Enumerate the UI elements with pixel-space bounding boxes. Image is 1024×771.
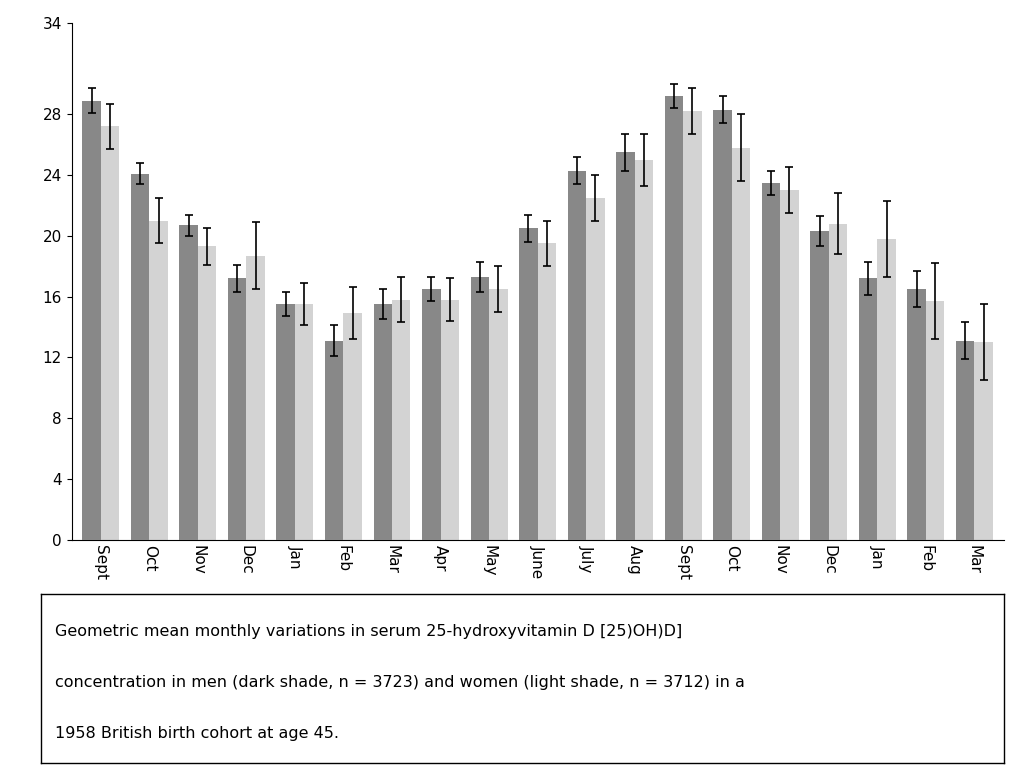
Bar: [471, 277, 489, 540]
Bar: [150, 221, 168, 540]
Bar: [343, 313, 361, 540]
Bar: [567, 170, 586, 540]
Bar: [762, 183, 780, 540]
Bar: [538, 244, 556, 540]
Bar: [926, 301, 944, 540]
Bar: [440, 300, 459, 540]
Bar: [714, 109, 732, 540]
Bar: [828, 224, 847, 540]
Bar: [295, 305, 313, 540]
Bar: [810, 231, 828, 540]
Bar: [100, 126, 119, 540]
Bar: [519, 228, 538, 540]
Bar: [198, 247, 216, 540]
Text: Geometric mean monthly variations in serum 25-hydroxyvitamin D [25)OH)D]: Geometric mean monthly variations in ser…: [55, 625, 683, 639]
Bar: [392, 300, 411, 540]
Bar: [276, 305, 295, 540]
Bar: [907, 289, 926, 540]
Bar: [732, 148, 751, 540]
Bar: [859, 278, 878, 540]
Bar: [956, 341, 975, 540]
Bar: [325, 341, 343, 540]
Bar: [665, 96, 683, 540]
Bar: [975, 342, 993, 540]
Text: 1958 British birth cohort at age 45.: 1958 British birth cohort at age 45.: [55, 726, 339, 741]
Bar: [179, 225, 198, 540]
Bar: [780, 190, 799, 540]
Bar: [586, 198, 604, 540]
Bar: [489, 289, 508, 540]
Bar: [683, 111, 701, 540]
Text: concentration in men (dark shade, n = 3723) and women (light shade, n = 3712) in: concentration in men (dark shade, n = 37…: [55, 675, 745, 690]
Bar: [422, 289, 440, 540]
Bar: [635, 160, 653, 540]
Bar: [247, 256, 265, 540]
Bar: [82, 101, 100, 540]
Bar: [131, 173, 150, 540]
Bar: [374, 305, 392, 540]
Bar: [616, 152, 635, 540]
Bar: [878, 239, 896, 540]
Bar: [228, 278, 247, 540]
